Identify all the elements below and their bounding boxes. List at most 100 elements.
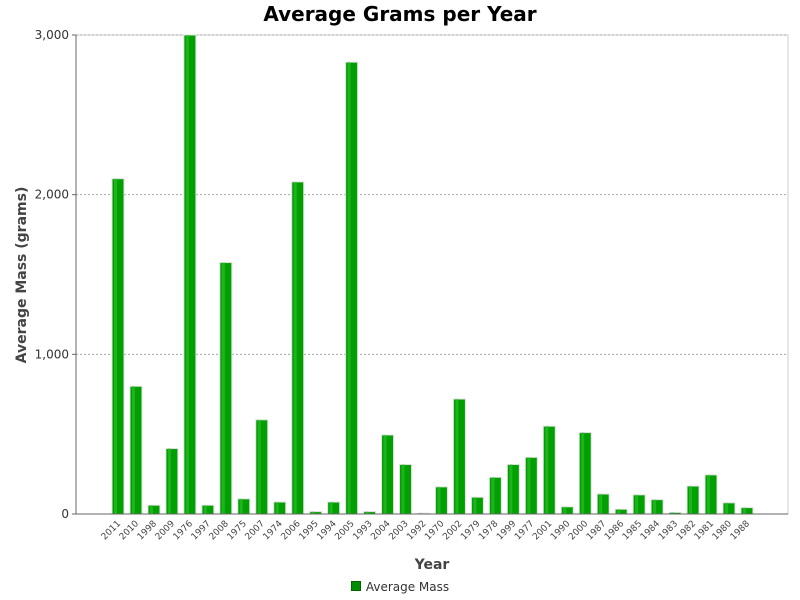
x-tick-label: 1976 bbox=[172, 519, 195, 542]
bar-rect bbox=[722, 502, 736, 515]
bar-highlight bbox=[329, 502, 333, 514]
bar-rect bbox=[596, 493, 610, 515]
x-tick-label: 1985 bbox=[621, 519, 644, 542]
bar bbox=[327, 501, 341, 515]
bar-highlight bbox=[724, 502, 728, 514]
bar-rect bbox=[578, 432, 592, 515]
x-tick-label: 1975 bbox=[226, 519, 249, 542]
x-tick-label: 2008 bbox=[208, 519, 231, 542]
x-tick-label: 1984 bbox=[639, 519, 662, 542]
bar bbox=[614, 508, 628, 515]
bar-highlight bbox=[599, 494, 603, 514]
chart-title: Average Grams per Year bbox=[263, 2, 537, 26]
x-tick-label: 1974 bbox=[262, 519, 285, 542]
bar-highlight bbox=[131, 386, 135, 514]
bar bbox=[452, 398, 466, 515]
x-tick-label: 1994 bbox=[315, 519, 338, 542]
x-tick-label: 2001 bbox=[531, 519, 554, 542]
x-tick-label: 2002 bbox=[441, 519, 464, 542]
x-tick-label: 1982 bbox=[675, 519, 698, 542]
x-tick-label: 1980 bbox=[711, 519, 734, 542]
bar-highlight bbox=[653, 499, 657, 514]
x-tick-label: 1977 bbox=[513, 519, 536, 542]
bar-highlight bbox=[689, 486, 693, 514]
legend: Average Mass bbox=[0, 580, 800, 594]
bar bbox=[704, 474, 718, 515]
bar-highlight bbox=[167, 448, 171, 514]
y-tick-labels: 0 1,000 2,000 3,000 bbox=[35, 28, 69, 521]
x-tick-label: 1983 bbox=[657, 519, 680, 542]
bar bbox=[488, 476, 502, 515]
bar bbox=[273, 501, 287, 515]
y-tick-label: 0 bbox=[61, 507, 69, 521]
bar-highlight bbox=[509, 464, 513, 514]
bar-highlight bbox=[671, 512, 675, 514]
bar bbox=[237, 498, 251, 515]
bar-highlight bbox=[311, 511, 315, 514]
bar-rect bbox=[129, 385, 143, 515]
y-tick-label: 1,000 bbox=[35, 347, 69, 361]
x-tick-label: 1997 bbox=[190, 519, 213, 542]
bar bbox=[111, 178, 125, 515]
x-tick-label: 2003 bbox=[387, 519, 410, 542]
bar-highlight bbox=[149, 505, 153, 514]
x-tick-label: 1993 bbox=[351, 519, 374, 542]
bar-rect bbox=[255, 419, 269, 515]
bar bbox=[722, 502, 736, 515]
bar bbox=[542, 425, 556, 515]
bar-rect bbox=[201, 504, 215, 515]
bar-highlight bbox=[275, 502, 279, 514]
bar-rect bbox=[327, 501, 341, 515]
bar-highlight bbox=[527, 457, 531, 514]
bar-highlight bbox=[635, 494, 639, 514]
x-tick-label: 2004 bbox=[369, 519, 392, 542]
bar-rect bbox=[740, 507, 754, 515]
legend-swatch bbox=[350, 581, 361, 591]
bar-rect bbox=[434, 486, 448, 515]
bar-highlight bbox=[221, 262, 225, 514]
bars bbox=[111, 34, 754, 515]
bar bbox=[434, 486, 448, 515]
x-tick-label: 1998 bbox=[136, 519, 159, 542]
bar-rect bbox=[704, 474, 718, 515]
x-tick-label: 1986 bbox=[603, 519, 626, 542]
bar-rect bbox=[183, 34, 197, 515]
bar-rect bbox=[399, 464, 413, 515]
bar-rect bbox=[219, 262, 233, 515]
bar-rect bbox=[452, 398, 466, 515]
x-tick-label: 1978 bbox=[477, 519, 500, 542]
x-tick-label: 2010 bbox=[118, 519, 141, 542]
bar bbox=[345, 61, 359, 515]
x-tick-label: 2009 bbox=[154, 519, 177, 542]
bar bbox=[524, 456, 538, 515]
bar-highlight bbox=[257, 419, 261, 514]
bar-highlight bbox=[185, 35, 189, 514]
bar-highlight bbox=[563, 506, 567, 514]
bar bbox=[201, 504, 215, 515]
bar-rect bbox=[147, 504, 161, 515]
bar-highlight bbox=[401, 464, 405, 514]
bar bbox=[686, 485, 700, 515]
bar-rect bbox=[632, 494, 646, 515]
x-tick-label: 2007 bbox=[244, 519, 267, 542]
bar bbox=[183, 34, 197, 515]
plot-area bbox=[75, 34, 789, 515]
bar-highlight bbox=[617, 509, 621, 514]
bar-highlight bbox=[491, 477, 495, 514]
bar bbox=[381, 434, 395, 515]
bar-highlight bbox=[545, 426, 549, 514]
x-tick-label: 1999 bbox=[495, 519, 518, 542]
bar-highlight bbox=[203, 505, 207, 514]
x-tick-label: 2011 bbox=[100, 519, 123, 542]
x-tick-label: 1990 bbox=[549, 519, 572, 542]
bar-rect bbox=[542, 425, 556, 515]
x-tick-label: 2000 bbox=[567, 519, 590, 542]
x-tick-label: 1987 bbox=[585, 519, 608, 542]
bar-highlight bbox=[239, 498, 243, 514]
bar-highlight bbox=[114, 178, 117, 514]
x-tick-label: 1981 bbox=[693, 519, 716, 542]
bar-rect bbox=[524, 456, 538, 515]
bar bbox=[291, 181, 305, 515]
bar bbox=[632, 494, 646, 515]
x-axis-label: Year bbox=[414, 557, 450, 573]
